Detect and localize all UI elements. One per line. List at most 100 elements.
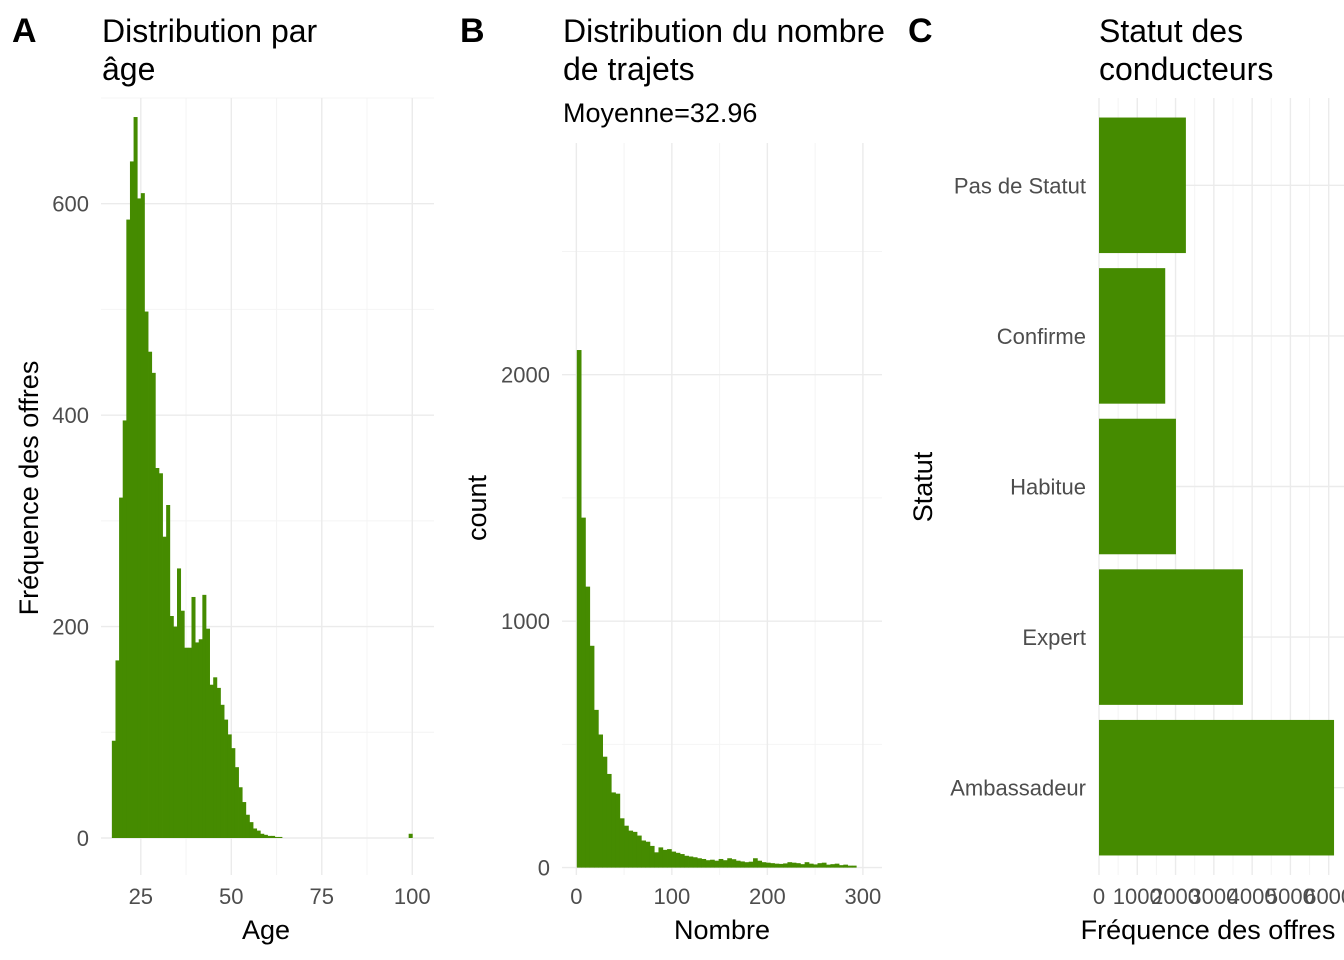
histogram-bar [144, 311, 149, 838]
histogram-bar [679, 854, 685, 868]
histogram-bar [594, 709, 599, 868]
histogram-bar [654, 852, 659, 868]
histogram-bar [245, 814, 250, 838]
histogram-bar [195, 642, 200, 838]
histogram-bar [667, 849, 672, 868]
panel-a-title-line-1: Distribution par [102, 13, 318, 49]
histogram-bar [748, 861, 754, 868]
histogram-bar [231, 748, 236, 838]
histogram-bar [581, 517, 586, 868]
histogram-bar [821, 862, 827, 868]
histogram-bar [184, 647, 189, 838]
x-tick-label: 1000 [1113, 884, 1162, 909]
histogram-bar [817, 863, 823, 868]
histogram-bar [263, 834, 268, 838]
histogram-bar [220, 704, 225, 838]
histogram-bar [216, 687, 221, 838]
histogram-bar [274, 836, 279, 838]
histogram-bar [278, 836, 283, 838]
panel-a-x-ticks: 25 50 75 100 [129, 884, 431, 909]
histogram-bar [202, 594, 207, 838]
y-tick-label: 0 [77, 826, 89, 851]
histogram-bar [778, 863, 784, 868]
histogram-bar [705, 860, 711, 868]
histogram-bar [671, 851, 677, 868]
panel-b-subtitle: Moyenne=32.96 [563, 98, 757, 128]
histogram-bar [783, 863, 788, 868]
histogram-bar [645, 841, 651, 868]
histogram-bar [242, 802, 247, 838]
histogram-bar [119, 497, 124, 838]
histogram-bar [813, 864, 818, 868]
status-bar-ambassadeur [1099, 719, 1335, 856]
histogram-bar [253, 828, 258, 838]
histogram-bar [615, 793, 621, 868]
histogram-bar [151, 372, 156, 838]
panel-b-x-axis-label: Nombre [674, 915, 770, 945]
panel-a-y-axis-label: Fréquence des offres [14, 361, 44, 616]
histogram-bar [408, 833, 413, 838]
panel-c-x-ticks: 0 100020003000400050006000 [1093, 884, 1344, 909]
histogram-bar [675, 852, 681, 868]
x-tick-label: 200 [749, 884, 786, 909]
histogram-bar [710, 859, 715, 868]
panel-a-y-ticks: 0 200 400 600 [52, 192, 89, 851]
histogram-bar [684, 855, 689, 868]
histogram-bar [129, 161, 134, 838]
panel-c-title-line-1: Statut des [1099, 13, 1243, 49]
category-label: Pas de Statut [954, 173, 1086, 198]
y-tick-label: 600 [52, 192, 89, 217]
histogram-bar [205, 628, 210, 838]
histogram-bar [585, 586, 591, 868]
panel-c-category-labels: Ambassadeur Expert Habitue Confirme Pas de S… [950, 173, 1086, 800]
histogram-bar [166, 505, 171, 838]
panel-b-x-ticks: 0 100 200 300 [570, 884, 881, 909]
histogram-bar [271, 835, 276, 838]
x-tick-label: 6000 [1304, 884, 1344, 909]
histogram-bar [115, 660, 120, 838]
panel-tag-a: A [12, 12, 37, 50]
histogram-bar [238, 787, 243, 838]
x-tick-label: 100 [653, 884, 690, 909]
histogram-bar [260, 833, 265, 838]
histogram-bar [624, 825, 629, 868]
histogram-bar [122, 420, 127, 838]
histogram-bar [155, 468, 160, 838]
y-tick-label: 2000 [501, 363, 550, 388]
category-label: Habitue [1010, 475, 1086, 500]
x-tick-label: 3000 [1189, 884, 1238, 909]
histogram-bar [158, 473, 163, 838]
histogram-bar [111, 740, 116, 838]
x-tick-label: 4000 [1228, 884, 1277, 909]
histogram-bar [611, 792, 616, 868]
x-tick-label: 75 [310, 884, 334, 909]
histogram-bar [851, 865, 857, 868]
histogram-bar [177, 568, 182, 838]
histogram-bar [757, 860, 763, 868]
panel-c-y-axis-label: Statut [908, 451, 938, 522]
histogram-bar [826, 864, 831, 868]
histogram-bar [692, 857, 698, 868]
status-bar-habitue [1099, 418, 1176, 555]
y-tick-label: 200 [52, 615, 89, 640]
panel-b: B Distribution du nombre de trajets Moye… [460, 12, 885, 945]
histogram-bar [191, 596, 196, 838]
histogram-bar [227, 734, 232, 838]
histogram-bar [162, 536, 167, 838]
histogram-bar [744, 862, 750, 868]
histogram-bar [787, 862, 793, 868]
histogram-bar [800, 864, 806, 868]
histogram-bar [267, 835, 272, 838]
histogram-bar [224, 719, 229, 838]
status-bar-expert [1099, 569, 1243, 705]
category-label: Confirme [997, 324, 1086, 349]
x-tick-label: 100 [394, 884, 431, 909]
panel-a-title-line-2: âge [102, 51, 155, 87]
histogram-bar [198, 639, 203, 838]
x-tick-label: 0 [570, 884, 582, 909]
histogram-bar [589, 645, 595, 868]
y-tick-label: 0 [538, 856, 550, 881]
panel-b-bars [576, 350, 857, 868]
panel-a-bars [111, 117, 413, 839]
